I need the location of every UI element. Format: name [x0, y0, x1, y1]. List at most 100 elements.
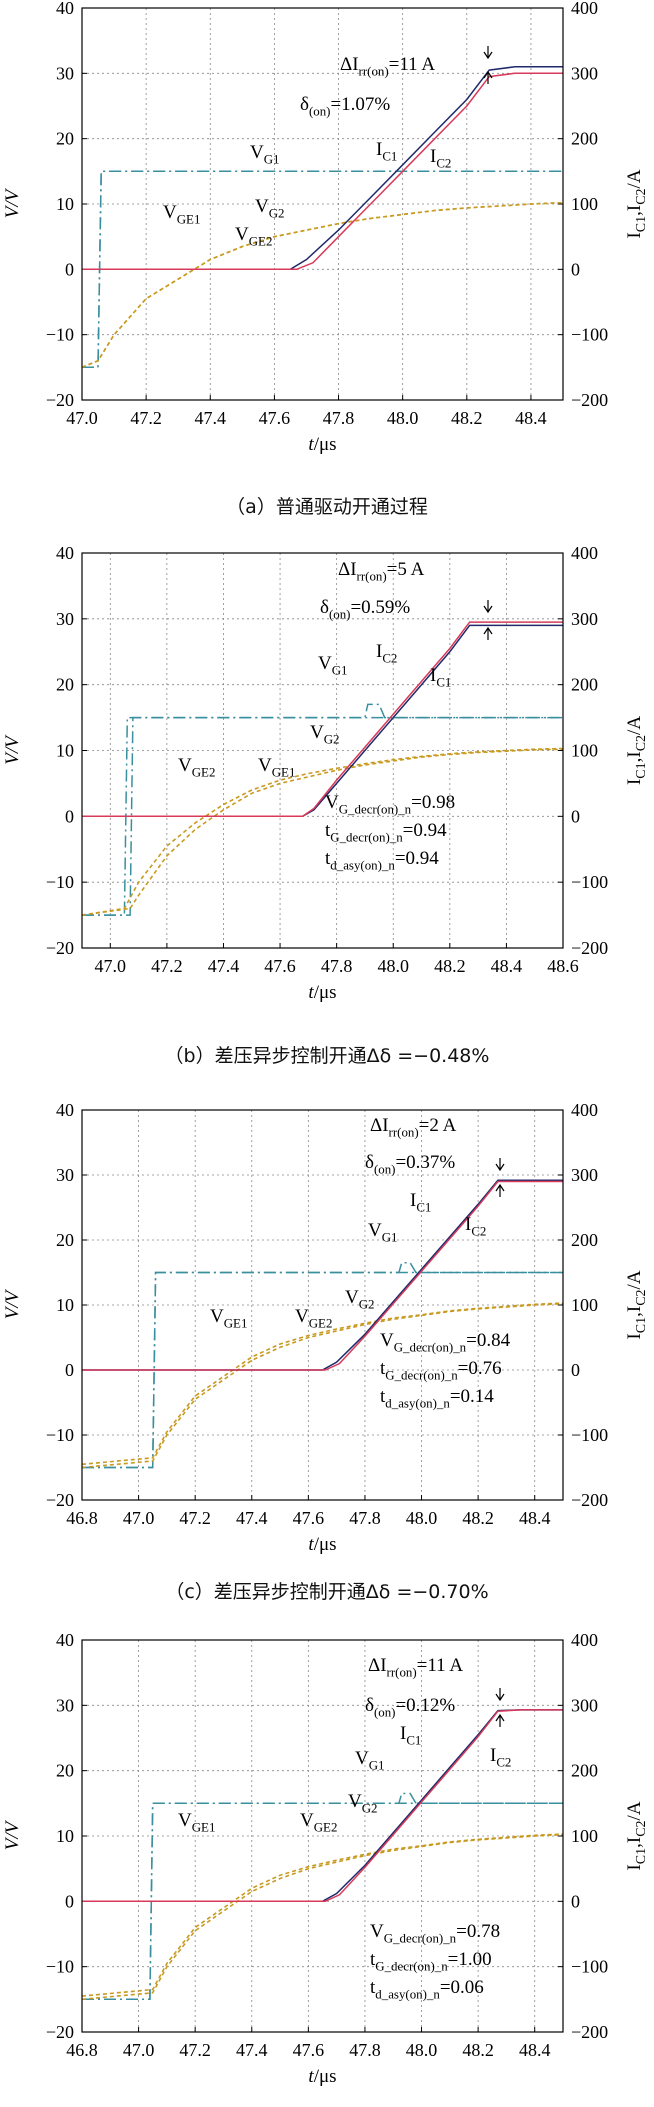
y-tick-label: 20: [56, 1230, 74, 1250]
y2-tick-label: −100: [571, 325, 608, 345]
param-line: td_asy(on)_n​=0.14: [380, 1386, 494, 1410]
y-tick-label: −20: [46, 938, 74, 958]
x-axis-label: t/μs: [308, 434, 336, 455]
x-tick-label: 47.8: [349, 1508, 381, 1528]
arrow-down-icon: [495, 1688, 505, 1702]
y-tick-label: 10: [56, 1826, 74, 1846]
curve-label-v-ge2: VGE2​: [178, 755, 215, 779]
param-line: td_asy(on)_n​=0.94: [325, 848, 439, 872]
x-tick-label: 47.6: [259, 408, 291, 428]
y-tick-label: 10: [56, 194, 74, 214]
annotation-delta-on: δ(on)​=0.59%: [320, 597, 410, 621]
curve-label-v-ge1: VGE1​: [258, 755, 295, 779]
y2-axis-label: IC1​,IC2​/A: [624, 1270, 649, 1339]
y-tick-label: 40: [56, 543, 74, 563]
x-tick-label: 47.4: [236, 1508, 268, 1528]
x-tick-label: 47.0: [123, 2040, 155, 2060]
x-axis-label: t/μs: [308, 1534, 336, 1555]
annotation-delta-irr: ΔIrr(on)​=11 A: [368, 1655, 463, 1679]
y2-tick-label: −200: [571, 2022, 608, 2042]
x-tick-label: 48.2: [462, 2040, 494, 2060]
y-tick-label: 0: [65, 1891, 74, 1911]
series-i-c2: [82, 1709, 563, 1903]
y2-tick-label: −200: [571, 938, 608, 958]
curve-label-i-c1: IC1​: [400, 1723, 421, 1747]
curve-label-v-g2: VG2​: [348, 1791, 378, 1815]
x-tick-label: 47.0: [95, 956, 127, 976]
param-line: td_asy(on)_n​=0.06: [370, 1977, 484, 2001]
x-tick-label: 46.8: [66, 1508, 98, 1528]
series-v-g2: [82, 1271, 563, 1469]
y2-tick-label: 300: [571, 63, 598, 83]
x-tick-label: 48.2: [462, 1508, 494, 1528]
caption-c: （c）差压异步控制开通Δδ =−0.70%: [165, 1581, 489, 1603]
x-tick-label: 48.4: [491, 956, 523, 976]
curve-label-v-ge2: VGE2​: [300, 1810, 337, 1834]
y2-tick-label: 200: [571, 129, 598, 149]
curve-label-v-ge1: VGE1​: [210, 1306, 247, 1330]
param-line: tG_decr(on)_n​=0.76: [380, 1358, 502, 1382]
y2-tick-label: 400: [571, 543, 598, 563]
y2-axis-label: IC1​,IC2​/A: [624, 1801, 649, 1870]
series-i-c2: [82, 1180, 563, 1371]
curve-label-v-g1: VG1​: [250, 142, 280, 166]
x-tick-label: 48.0: [406, 2040, 438, 2060]
series-v-g1: [82, 1262, 563, 1469]
y2-tick-label: 400: [571, 1630, 598, 1650]
y-tick-label: −20: [46, 1490, 74, 1510]
annotation-delta-on: δ(on)​=0.12%: [365, 1695, 455, 1719]
series-i-c1: [82, 1179, 563, 1371]
curve-label-v-g1: VG1​: [368, 1220, 398, 1244]
x-axis-label: t/μs: [308, 982, 336, 1003]
y-tick-label: 40: [56, 0, 74, 18]
x-tick-label: 47.6: [293, 1508, 325, 1528]
y-axis-label: V/V: [2, 1288, 23, 1319]
series-v-ge1: [81, 1833, 564, 2001]
arrow-down-icon: [483, 600, 493, 614]
y-tick-label: 0: [65, 259, 74, 279]
annotation-delta-on: δ(on)​=1.07%: [300, 94, 390, 118]
series-i-c1: [82, 1709, 563, 1903]
y-tick-label: 20: [56, 129, 74, 149]
curve-label-i-c2: IC2​: [430, 146, 451, 170]
curve-label-v-g2: VG2​: [345, 1287, 375, 1311]
y-tick-label: 40: [56, 1630, 74, 1650]
x-tick-label: 47.0: [66, 408, 98, 428]
y2-tick-label: 0: [571, 259, 580, 279]
x-tick-label: 47.8: [321, 956, 353, 976]
x-tick-label: 47.8: [323, 408, 355, 428]
y-axis-label: V/V: [2, 187, 23, 218]
y-tick-label: 40: [56, 1100, 74, 1120]
y-axis-label: V/V: [2, 734, 23, 765]
x-tick-label: 47.6: [264, 956, 296, 976]
plot-frame: [81, 7, 564, 401]
curve-label-v-g1: VG1​: [355, 1748, 385, 1772]
plot-frame: [81, 1639, 564, 2033]
curve-label-v-ge2: VGE2​: [295, 1306, 332, 1330]
y-tick-label: 30: [56, 609, 74, 629]
y-axis-label: V/V: [2, 1819, 23, 1850]
x-tick-label: 48.4: [515, 408, 547, 428]
y-tick-label: 10: [56, 741, 74, 761]
arrow-down-icon: [495, 1158, 505, 1172]
y2-axis-label: IC1​,IC2​/A: [624, 169, 649, 238]
series-v-g2: [82, 716, 563, 916]
y2-tick-label: 200: [571, 1761, 598, 1781]
y-tick-label: −10: [46, 1425, 74, 1445]
x-tick-label: 47.4: [195, 408, 227, 428]
y2-tick-label: 0: [571, 1891, 580, 1911]
x-tick-label: 48.2: [434, 956, 466, 976]
x-tick-label: 47.2: [151, 956, 183, 976]
arrow-up-icon: [483, 70, 493, 84]
param-line: VG_decr(on)_n​=0.98: [325, 792, 455, 816]
curve-label-i-c1: IC1​: [410, 1190, 431, 1214]
y2-tick-label: 100: [571, 194, 598, 214]
y2-tick-label: 0: [571, 1360, 580, 1380]
x-tick-label: 48.6: [547, 956, 579, 976]
arrow-up-icon: [495, 1183, 505, 1197]
y2-tick-label: 100: [571, 1295, 598, 1315]
y2-tick-label: 0: [571, 806, 580, 826]
series-v-ge2: [81, 747, 564, 916]
x-tick-label: 48.0: [387, 408, 419, 428]
